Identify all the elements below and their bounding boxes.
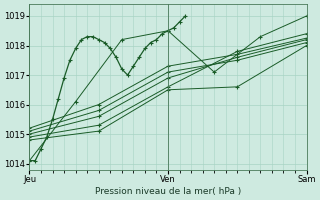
X-axis label: Pression niveau de la mer( hPa ): Pression niveau de la mer( hPa )	[95, 187, 241, 196]
